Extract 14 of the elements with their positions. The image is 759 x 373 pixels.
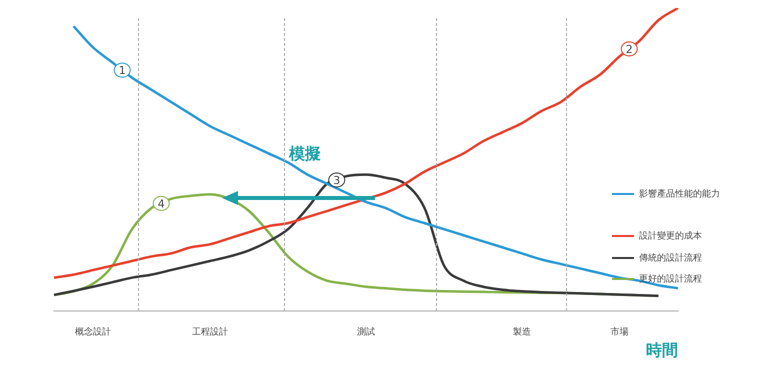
x-axis-title: 時間: [646, 340, 678, 360]
x-tick-label: 市場: [610, 326, 628, 338]
legend-label: 傳統的設計流程: [639, 252, 702, 264]
annotation: 4: [158, 197, 165, 210]
annotation: 3: [333, 174, 340, 187]
legend-label: 影響產品性能的能力: [639, 188, 720, 200]
annotation: 1: [118, 64, 126, 77]
x-tick-label: 測試: [357, 326, 375, 338]
x-tick-label: 概念設計: [75, 326, 111, 338]
annotation: 2: [626, 42, 633, 56]
legend-label: 設計變更的成本: [639, 230, 702, 242]
x-tick-label: 工程設計: [192, 326, 228, 338]
annotation: 模擬: [288, 144, 321, 164]
x-tick-label: 製造: [513, 326, 531, 338]
